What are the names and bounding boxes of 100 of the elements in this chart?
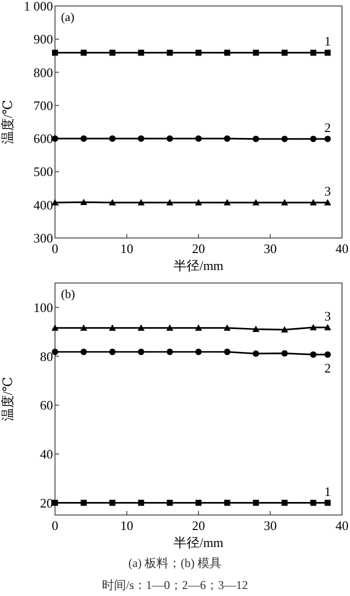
point [252, 350, 260, 357]
point [324, 199, 332, 206]
point [252, 199, 260, 206]
chart-title: (b) [61, 287, 75, 301]
point [80, 135, 87, 142]
text: 时间/s：1—0；2—6；3—12 [102, 578, 248, 592]
x-tick-label: 40 [336, 241, 348, 256]
x-tick-label: 10 [120, 241, 134, 256]
point [324, 324, 332, 330]
point [282, 500, 288, 506]
point [109, 500, 116, 506]
point [310, 500, 316, 506]
point [252, 136, 260, 142]
point [252, 50, 259, 56]
point [310, 351, 316, 358]
point [166, 199, 174, 206]
point [196, 50, 202, 56]
y-tick-label: 80 [40, 348, 53, 364]
point [282, 50, 288, 56]
point [224, 135, 230, 142]
point [166, 500, 173, 506]
y-tick-label: 100 [34, 300, 53, 315]
x-tick-label: 20 [192, 241, 205, 256]
x-tick-label: 10 [120, 518, 134, 533]
point [52, 348, 58, 356]
point [166, 135, 173, 142]
y-tick-label: 60 [40, 398, 53, 413]
series-label: 1 [324, 484, 331, 499]
point [108, 324, 116, 331]
y-tick-label: 600 [34, 131, 53, 146]
point [224, 348, 230, 356]
y-tick-label: 1 000 [24, 0, 53, 14]
point [109, 348, 116, 356]
point [281, 199, 288, 206]
x-tick-label: 30 [264, 518, 277, 533]
y-axis-title: 温度/℃ [0, 376, 15, 422]
point [138, 135, 144, 142]
y-axis-title: 温度/℃ [0, 100, 15, 144]
x-axis-title: 半径/mm [174, 535, 224, 550]
y-tick-label: 700 [34, 98, 53, 113]
point [195, 324, 202, 331]
x-tick-label: 20 [192, 518, 205, 533]
x-tick-label: 30 [264, 241, 277, 256]
point [195, 199, 202, 206]
x-tick-label: 40 [336, 518, 348, 533]
point [281, 350, 288, 357]
x-tick-label: 0 [52, 518, 58, 533]
point [109, 135, 116, 142]
point [52, 500, 58, 506]
y-tick-label: 300 [34, 230, 53, 246]
point [252, 500, 259, 506]
point [324, 136, 331, 142]
series-label: 1 [324, 34, 331, 49]
point [310, 199, 317, 206]
point [138, 50, 144, 56]
series-label: 2 [324, 360, 331, 376]
point [281, 136, 288, 142]
point [281, 326, 288, 332]
x-axis-title: 半径/mm [174, 258, 224, 273]
point [80, 500, 87, 506]
point [166, 50, 173, 56]
series-label: 3 [324, 308, 331, 324]
point [195, 135, 202, 142]
point [80, 50, 87, 56]
point [196, 500, 202, 506]
series-label: 3 [324, 184, 331, 199]
point [108, 199, 116, 206]
point [224, 324, 231, 331]
point [80, 348, 87, 356]
y-tick-label: 40 [40, 446, 53, 462]
point [324, 50, 331, 56]
series-label: 2 [324, 120, 331, 135]
point [310, 50, 316, 56]
point [109, 50, 116, 56]
point [166, 324, 174, 331]
point [310, 324, 317, 330]
point [80, 324, 88, 331]
point [224, 500, 230, 506]
chart-title: (a) [61, 10, 74, 24]
point [138, 199, 145, 206]
point [166, 348, 173, 356]
point [138, 324, 145, 331]
point [224, 199, 231, 206]
point [252, 326, 260, 332]
point [195, 348, 202, 356]
point [80, 198, 88, 206]
y-tick-label: 500 [34, 164, 53, 180]
point [138, 348, 144, 356]
point [52, 50, 58, 56]
text: (a) 板料；(b) 模具 [128, 556, 222, 570]
y-tick-label: 900 [34, 32, 53, 47]
point [310, 136, 316, 142]
point [324, 500, 331, 506]
y-tick-label: 400 [34, 197, 53, 212]
point [324, 351, 331, 358]
point [52, 324, 58, 331]
point [138, 500, 144, 506]
point [224, 50, 230, 56]
x-tick-label: 0 [52, 241, 58, 256]
y-tick-label: 800 [34, 64, 53, 80]
